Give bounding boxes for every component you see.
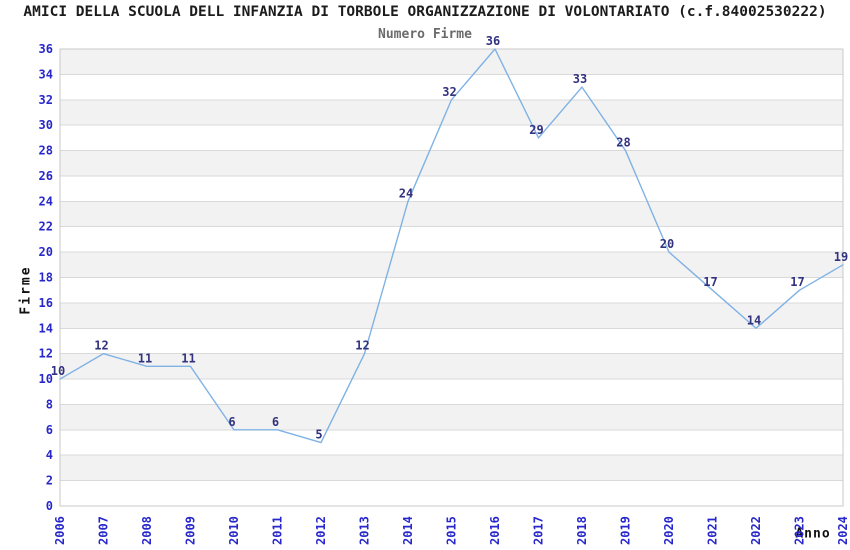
plot-band <box>60 404 843 430</box>
chart-title: AMICI DELLA SCUOLA DELL INFANZIA DI TORB… <box>23 4 827 20</box>
y-tick-label: 8 <box>46 397 53 411</box>
x-tick-label: 2019 <box>619 516 633 545</box>
point-label: 6 <box>228 415 235 429</box>
point-label: 36 <box>486 34 500 48</box>
y-tick-label: 32 <box>39 93 53 107</box>
point-label: 28 <box>616 136 630 150</box>
point-label: 19 <box>834 250 848 264</box>
y-tick-label: 2 <box>46 474 53 488</box>
point-label: 20 <box>660 237 674 251</box>
y-tick-label: 0 <box>46 499 53 513</box>
y-tick-label: 24 <box>39 194 53 208</box>
point-label: 11 <box>181 351 195 365</box>
y-tick-label: 14 <box>39 321 53 335</box>
plot-band <box>60 455 843 481</box>
point-label: 29 <box>529 123 543 137</box>
point-label: 11 <box>138 351 152 365</box>
x-tick-label: 2018 <box>575 516 589 545</box>
plot-band <box>60 201 843 227</box>
x-tick-label: 2008 <box>140 516 154 545</box>
x-tick-label: 2013 <box>358 516 372 545</box>
plot-border <box>59 48 844 507</box>
point-label: 10 <box>51 364 65 378</box>
y-tick-label: 6 <box>46 423 53 437</box>
point-label: 33 <box>573 72 587 86</box>
y-tick-label: 26 <box>39 169 53 183</box>
y-tick-label: 18 <box>39 271 53 285</box>
x-tick-label: 2016 <box>488 516 502 545</box>
x-tick-label: 2015 <box>445 516 459 545</box>
x-tick-label: 2022 <box>749 516 763 545</box>
point-label: 17 <box>790 275 804 289</box>
x-tick-label: 2020 <box>662 516 676 545</box>
point-label: 6 <box>272 415 279 429</box>
x-tick-label: 2010 <box>227 516 241 545</box>
x-tick-label: 2024 <box>836 516 850 545</box>
y-tick-label: 10 <box>39 372 53 386</box>
point-label: 17 <box>703 275 717 289</box>
plot-band <box>60 150 843 176</box>
plot-band <box>60 49 843 75</box>
chart-subtitle: Numero Firme <box>378 27 472 42</box>
y-tick-label: 28 <box>39 144 53 158</box>
y-tick-label: 30 <box>39 118 53 132</box>
x-tick-label: 2009 <box>184 516 198 545</box>
point-label: 14 <box>747 313 761 327</box>
x-tick-label: 2021 <box>706 516 720 545</box>
y-tick-label: 20 <box>39 245 53 259</box>
y-tick-label: 22 <box>39 220 53 234</box>
x-tick-label: 2017 <box>532 516 546 545</box>
x-tick-label: 2023 <box>793 516 807 545</box>
point-label: 24 <box>399 186 413 200</box>
point-label: 12 <box>355 339 369 353</box>
y-tick-label: 16 <box>39 296 53 310</box>
x-axis-title: Anno <box>795 526 831 542</box>
point-label: 12 <box>94 339 108 353</box>
point-label: 5 <box>315 428 322 442</box>
y-tick-label: 4 <box>46 448 53 462</box>
data-line <box>59 48 844 444</box>
x-tick-label: 2014 <box>401 516 415 545</box>
x-tick-label: 2006 <box>53 516 67 545</box>
plot-band <box>60 99 843 126</box>
x-tick-label: 2011 <box>271 516 285 545</box>
plot-band <box>60 252 843 278</box>
y-tick-label: 36 <box>39 42 53 56</box>
point-label: 32 <box>442 85 456 99</box>
x-tick-label: 2012 <box>314 516 328 545</box>
y-tick-label: 34 <box>39 67 53 81</box>
x-tick-label: 2007 <box>97 516 111 545</box>
plot-band <box>60 302 843 329</box>
y-tick-label: 12 <box>39 347 53 361</box>
